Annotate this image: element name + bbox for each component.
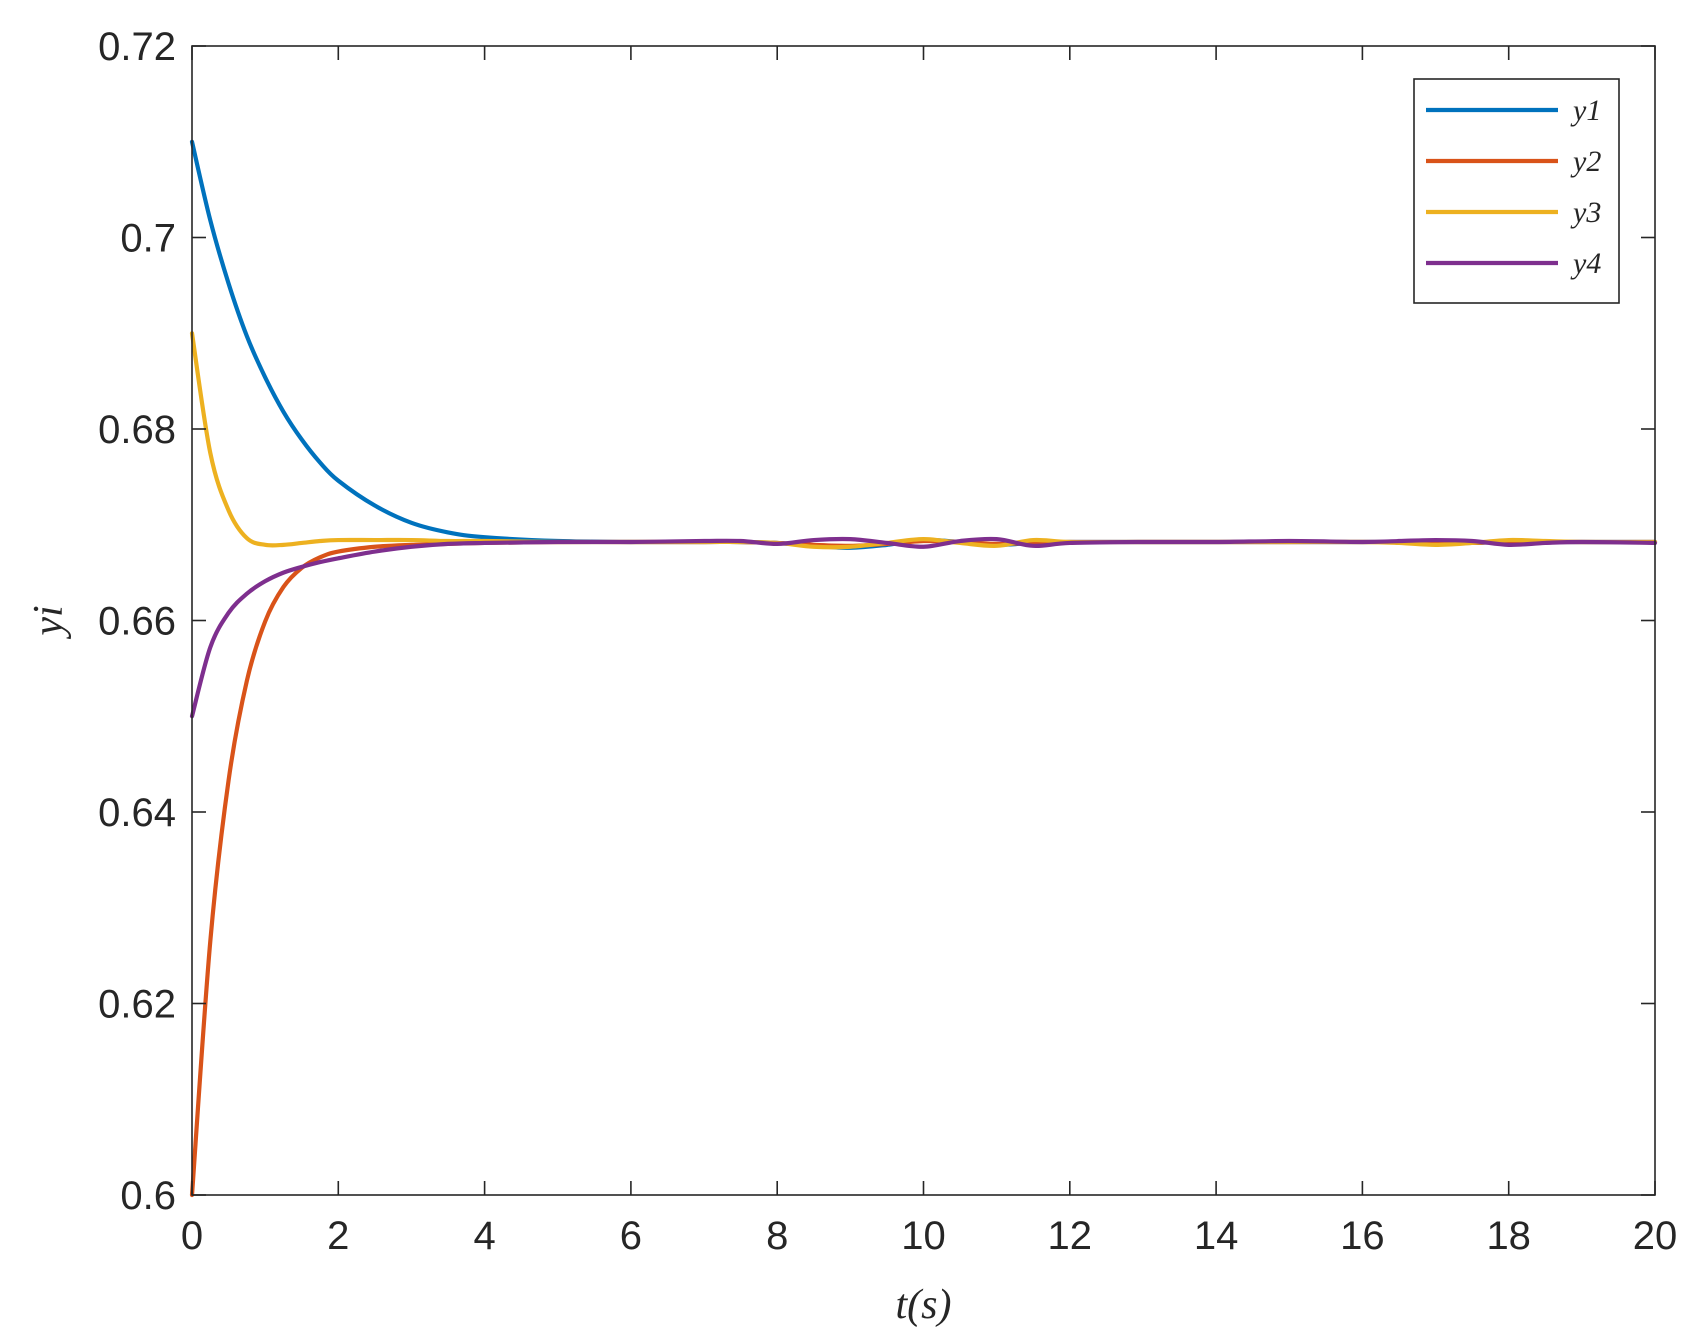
y-tick-label: 0.7 bbox=[120, 217, 176, 261]
x-tick-label: 4 bbox=[473, 1214, 495, 1258]
legend-label-y4: y4 bbox=[1570, 247, 1601, 280]
y-tick-label: 0.62 bbox=[98, 983, 176, 1027]
legend-box bbox=[1413, 78, 1620, 304]
y-tick-label: 0.64 bbox=[98, 791, 176, 835]
y-axis-label: yi bbox=[26, 605, 72, 639]
y-tick-label: 0.66 bbox=[98, 600, 176, 644]
x-tick-label: 6 bbox=[620, 1214, 642, 1258]
x-tick-label: 16 bbox=[1340, 1214, 1385, 1258]
legend-label-y3: y3 bbox=[1570, 196, 1601, 229]
label-layer: 0 2 4 6 8 10 12 14 16 18 20 0.6 0.62 0.64 0.66 0.68 0.7 0… bbox=[26, 25, 1677, 1328]
x-tick-label: 12 bbox=[1048, 1214, 1093, 1258]
x-tick-label: 20 bbox=[1633, 1214, 1678, 1258]
y-tick-label: 0.72 bbox=[98, 25, 176, 69]
x-tick-label: 2 bbox=[327, 1214, 349, 1258]
y-tick-label: 0.68 bbox=[98, 408, 176, 452]
series-layer bbox=[189, 139, 1658, 1198]
series-line-y4 bbox=[189, 536, 1658, 719]
x-tick-label: 0 bbox=[181, 1214, 203, 1258]
legend-label-y2: y2 bbox=[1570, 145, 1601, 178]
x-tick-label: 10 bbox=[901, 1214, 946, 1258]
x-axis-label: t(s) bbox=[896, 1282, 952, 1328]
tick-layer bbox=[191, 45, 1656, 1196]
x-tick-label: 14 bbox=[1194, 1214, 1239, 1258]
legend-label-y1: y1 bbox=[1570, 94, 1601, 127]
y-tick-label: 0.6 bbox=[120, 1174, 176, 1218]
legend: y1 y2 y3 y4 bbox=[1413, 78, 1620, 304]
x-tick-label: 18 bbox=[1486, 1214, 1531, 1258]
plot-area-frame bbox=[191, 45, 1656, 1196]
x-tick-label: 8 bbox=[766, 1214, 788, 1258]
